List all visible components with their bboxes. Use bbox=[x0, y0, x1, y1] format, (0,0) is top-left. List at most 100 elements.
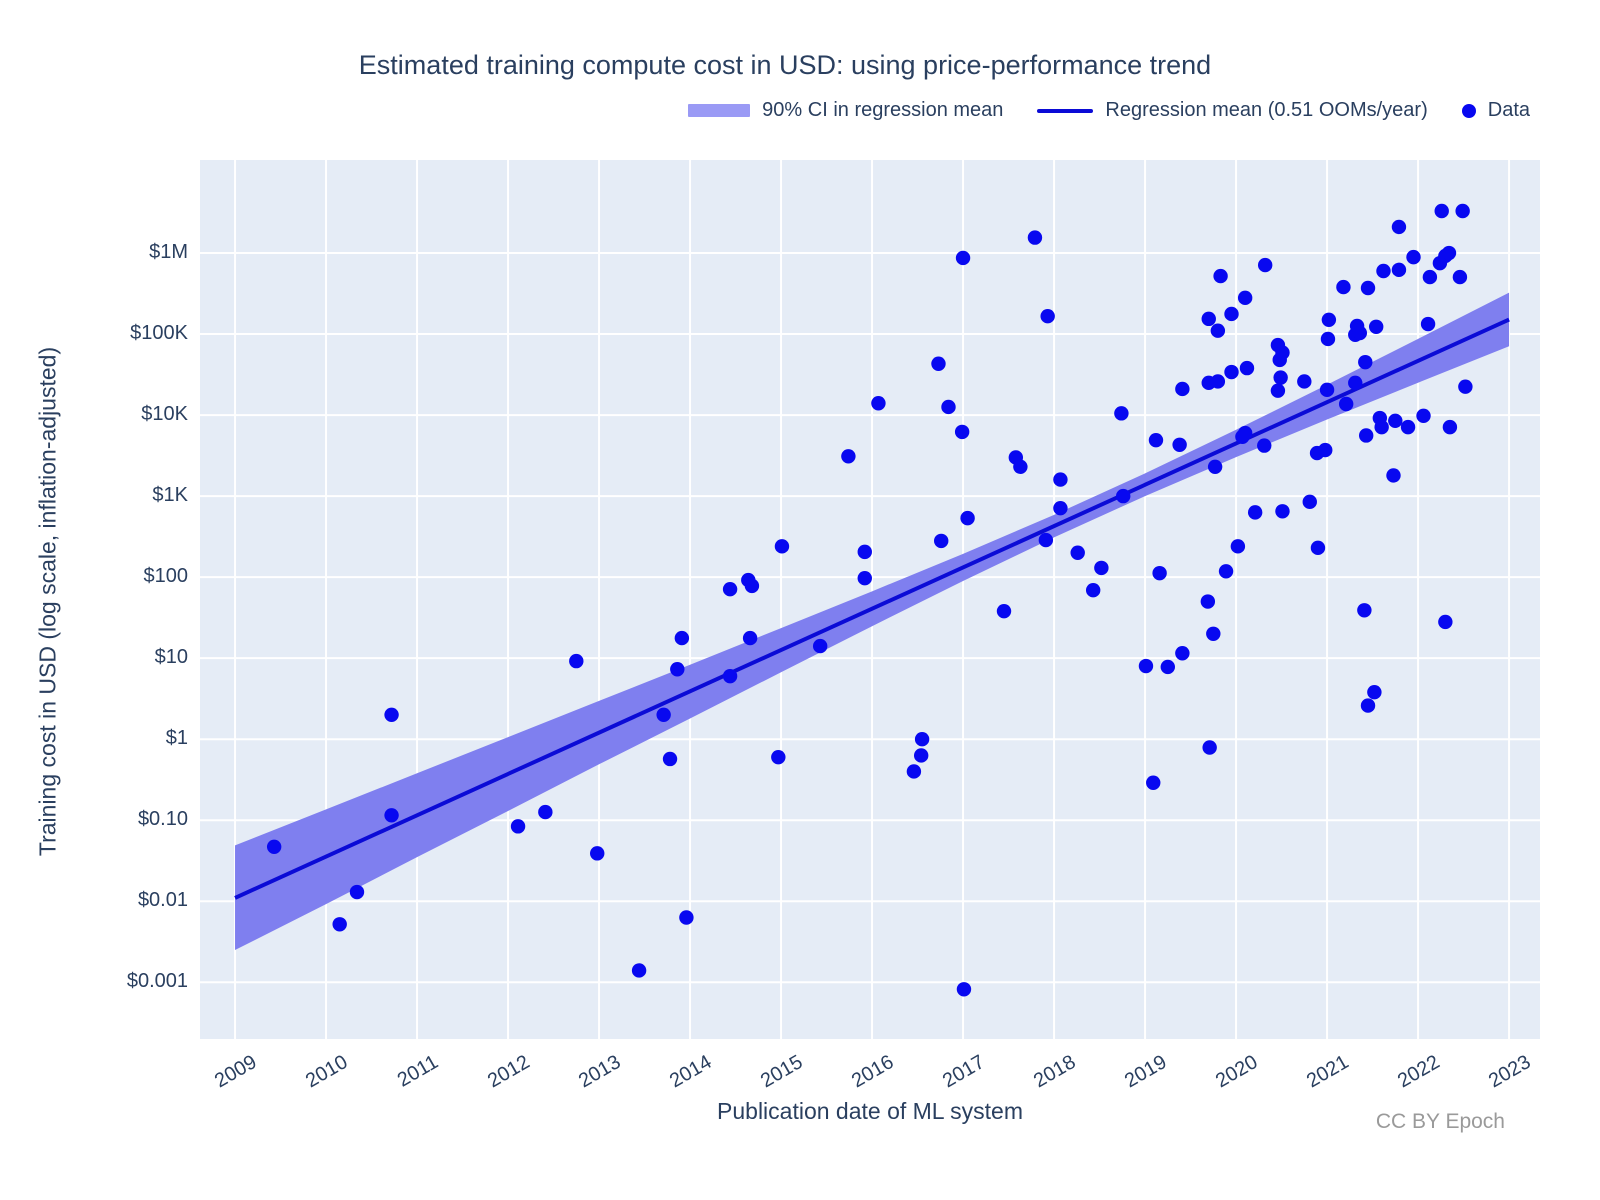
legend: 90% CI in regression mean Regression mea… bbox=[688, 99, 1530, 122]
data-point bbox=[538, 804, 553, 820]
data-point bbox=[674, 630, 690, 646]
data-point bbox=[670, 662, 685, 677]
legend-label-ci-band: 90% CI in regression mean bbox=[762, 99, 1004, 121]
data-point bbox=[1160, 659, 1176, 675]
data-point bbox=[1210, 323, 1226, 338]
chart-title: Estimated training compute cost in USD: … bbox=[358, 50, 1212, 80]
legend-label-data: Data bbox=[1487, 99, 1530, 121]
data-point bbox=[1352, 325, 1368, 341]
data-point bbox=[1452, 269, 1468, 285]
data-point bbox=[1146, 775, 1161, 790]
data-point bbox=[1270, 383, 1286, 398]
y-tick-label: $10 bbox=[154, 646, 188, 669]
data-point bbox=[1336, 279, 1351, 295]
data-point bbox=[1302, 494, 1317, 510]
data-point bbox=[510, 819, 526, 834]
regression-mean-line bbox=[234, 317, 1510, 900]
data-point bbox=[1360, 698, 1376, 713]
data-point bbox=[1420, 316, 1436, 332]
data-point bbox=[1455, 203, 1470, 219]
data-point bbox=[1040, 309, 1055, 324]
data-point bbox=[1202, 740, 1217, 755]
data-point bbox=[1038, 532, 1054, 548]
data-point bbox=[857, 544, 872, 560]
legend-item-ci-band[interactable]: 90% CI in regression mean bbox=[688, 99, 1003, 122]
data-point bbox=[1310, 540, 1326, 556]
data-point bbox=[1070, 545, 1085, 560]
data-point bbox=[722, 581, 738, 597]
data-point bbox=[1338, 396, 1354, 412]
data-point bbox=[1441, 245, 1457, 261]
data-point bbox=[1247, 505, 1263, 520]
regression-line-swatch-icon bbox=[1037, 108, 1094, 113]
data-point bbox=[1391, 219, 1407, 235]
data-point bbox=[771, 749, 786, 765]
data-point bbox=[1053, 472, 1068, 487]
data-point bbox=[955, 250, 971, 266]
data-point bbox=[1138, 658, 1154, 674]
data-point bbox=[913, 748, 929, 763]
data-point bbox=[1224, 306, 1239, 322]
data-point bbox=[1273, 370, 1288, 385]
data-point bbox=[1175, 646, 1190, 661]
data-point bbox=[1200, 594, 1216, 609]
data-point bbox=[857, 571, 872, 586]
data-point bbox=[1358, 354, 1373, 370]
data-point bbox=[1172, 437, 1187, 452]
data-point bbox=[1442, 419, 1458, 435]
y-tick-label: $10K bbox=[141, 403, 188, 426]
data-point bbox=[590, 846, 605, 861]
y-tick-label: $100K bbox=[130, 322, 188, 345]
data-point bbox=[631, 963, 647, 978]
legend-label-regression-mean: Regression mean (0.51 OOMs/year) bbox=[1105, 99, 1428, 121]
data-point bbox=[1416, 408, 1431, 423]
data-point bbox=[1368, 319, 1384, 334]
data-point bbox=[1321, 312, 1337, 327]
ci-band bbox=[235, 292, 1510, 951]
data-point bbox=[1013, 459, 1028, 474]
data-point bbox=[1348, 375, 1363, 391]
data-point bbox=[1213, 268, 1228, 284]
data-point bbox=[1360, 280, 1376, 296]
data-point bbox=[384, 808, 399, 823]
data-point bbox=[1367, 685, 1382, 700]
data-point bbox=[1391, 262, 1407, 278]
data-point bbox=[931, 356, 946, 371]
data-point bbox=[1376, 263, 1391, 279]
data-point bbox=[266, 839, 282, 854]
data-point bbox=[1224, 364, 1239, 380]
data-marker-swatch-icon bbox=[1461, 103, 1476, 118]
data-point bbox=[1218, 564, 1234, 579]
data-point bbox=[1206, 626, 1221, 641]
y-tick-label: $1M bbox=[149, 241, 188, 264]
data-point bbox=[1175, 381, 1190, 397]
data-point bbox=[1152, 565, 1167, 581]
data-point bbox=[744, 578, 760, 594]
data-point bbox=[841, 449, 856, 464]
data-point bbox=[996, 603, 1012, 619]
data-point bbox=[1027, 230, 1043, 245]
data-point bbox=[1422, 269, 1438, 285]
data-point bbox=[956, 982, 972, 997]
data-point bbox=[1434, 203, 1449, 219]
legend-item-regression-mean[interactable]: Regression mean (0.51 OOMs/year) bbox=[1037, 99, 1428, 122]
y-tick-label: $0.001 bbox=[126, 970, 188, 993]
data-point bbox=[569, 653, 584, 669]
data-point bbox=[1257, 438, 1272, 453]
y-axis-title: Training cost in USD (log scale, inflati… bbox=[34, 346, 61, 857]
data-point bbox=[1388, 413, 1403, 428]
data-point bbox=[960, 510, 975, 526]
data-point bbox=[662, 751, 678, 767]
legend-item-data[interactable]: Data bbox=[1461, 99, 1530, 122]
data-point bbox=[1237, 425, 1253, 441]
data-point bbox=[349, 884, 365, 900]
y-tick-label: $0.10 bbox=[137, 808, 188, 831]
data-point bbox=[1358, 428, 1374, 443]
y-tick-label: $1 bbox=[165, 727, 188, 750]
data-point bbox=[774, 539, 790, 554]
y-tick-label: $100 bbox=[143, 565, 189, 588]
data-point bbox=[1053, 500, 1068, 516]
data-point bbox=[1085, 582, 1101, 598]
